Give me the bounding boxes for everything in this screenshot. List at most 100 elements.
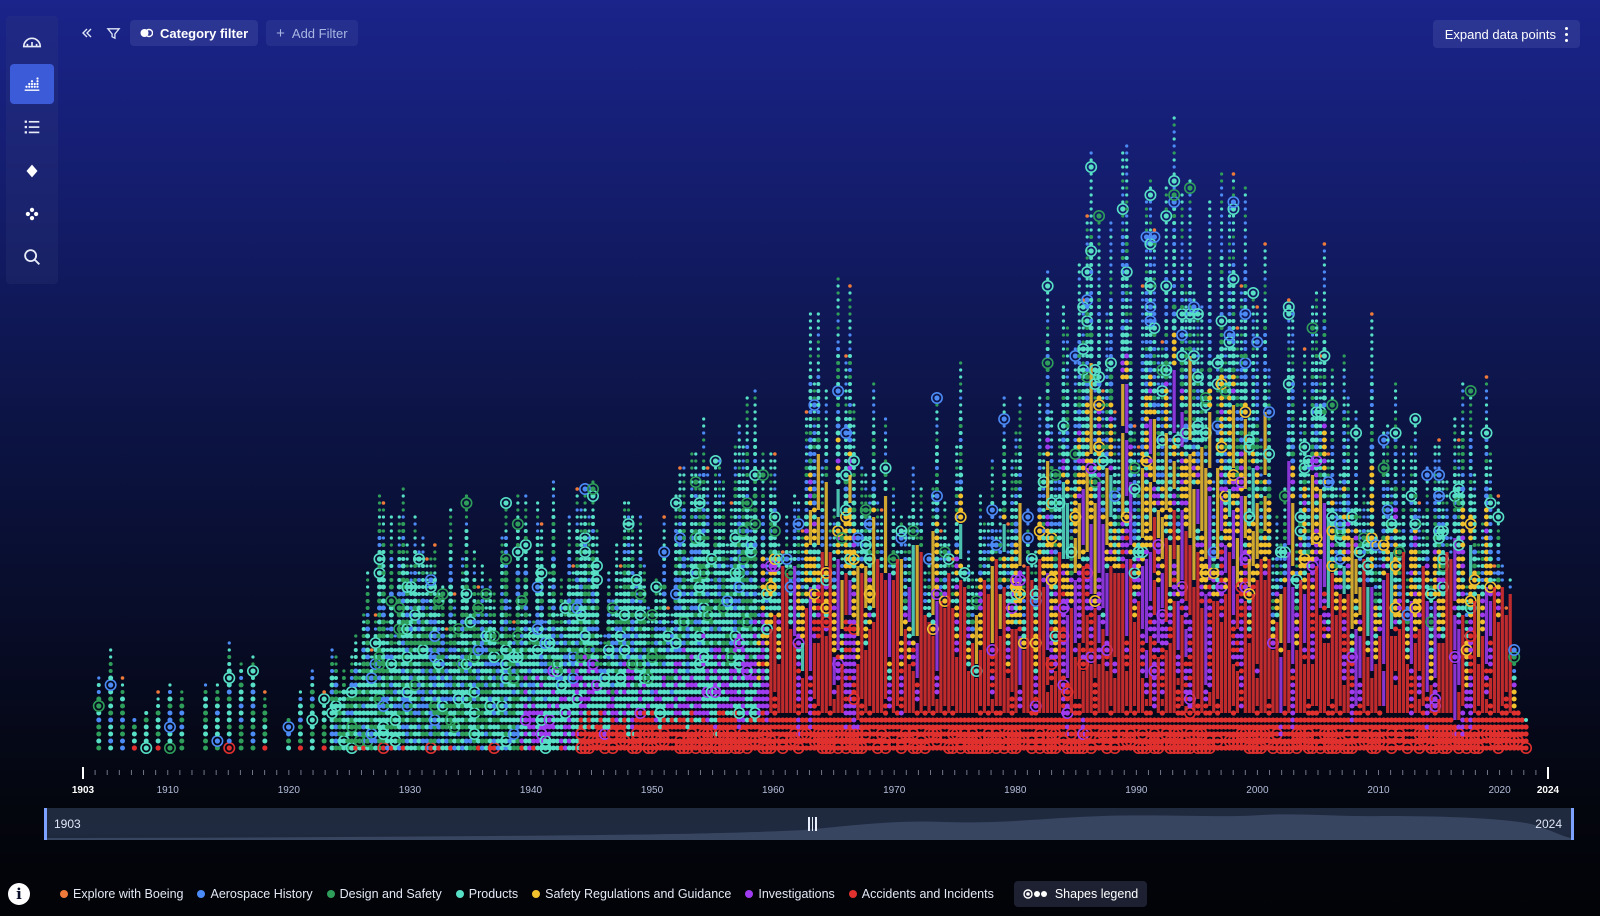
data-point <box>575 543 580 547</box>
data-point <box>389 564 394 568</box>
data-point <box>408 745 414 751</box>
data-point <box>109 655 113 659</box>
data-point <box>376 738 382 744</box>
data-point <box>674 564 679 568</box>
data-point <box>214 717 220 723</box>
data-point <box>429 564 433 568</box>
data-point <box>361 661 367 667</box>
data-point <box>607 585 611 589</box>
data-point <box>934 521 940 527</box>
data-point <box>836 298 840 302</box>
data-point-stack <box>824 636 828 713</box>
data-point <box>341 689 347 695</box>
data-point <box>807 465 813 471</box>
data-point <box>587 571 592 575</box>
data-point <box>844 459 849 463</box>
data-point <box>843 500 849 506</box>
data-point <box>745 417 749 421</box>
data-point <box>523 529 528 533</box>
sidebar-item-timeline[interactable] <box>10 64 54 104</box>
data-point <box>444 648 449 652</box>
data-point <box>353 710 359 716</box>
data-point <box>511 648 516 652</box>
data-point <box>785 543 789 547</box>
data-point <box>563 620 568 624</box>
data-point <box>721 501 726 505</box>
data-point <box>804 487 809 491</box>
data-point <box>504 536 509 540</box>
data-point <box>898 689 904 695</box>
data-point <box>424 592 429 596</box>
category-filter-button[interactable]: Category filter <box>130 20 259 46</box>
data-point <box>745 403 749 407</box>
data-point <box>867 710 873 716</box>
data-point <box>760 508 765 512</box>
collapse-button[interactable] <box>78 22 96 44</box>
data-point <box>476 627 481 631</box>
data-point <box>408 717 414 723</box>
data-point <box>408 738 414 744</box>
data-point <box>109 648 113 652</box>
add-filter-button[interactable]: + Add Filter <box>266 20 358 46</box>
data-point <box>376 584 382 590</box>
data-point <box>654 599 659 603</box>
data-point <box>309 703 315 709</box>
data-point <box>349 682 355 688</box>
sidebar-item-list[interactable] <box>10 107 54 147</box>
data-point <box>867 619 873 625</box>
data-point <box>626 550 631 554</box>
data-point <box>361 634 366 638</box>
data-point <box>239 676 244 680</box>
data-point <box>955 466 959 470</box>
data-point <box>539 591 545 597</box>
cluster-icon <box>25 207 39 221</box>
data-point <box>911 494 915 498</box>
filter-button[interactable] <box>104 22 122 44</box>
data-point <box>167 703 173 709</box>
data-point <box>567 564 572 568</box>
data-point <box>353 668 359 674</box>
data-point <box>396 717 402 723</box>
data-point <box>622 543 627 547</box>
data-point <box>852 410 856 414</box>
data-point <box>815 556 821 562</box>
data-point <box>954 542 960 548</box>
data-point <box>677 515 682 519</box>
data-point <box>563 634 568 638</box>
data-point <box>804 466 809 470</box>
data-point <box>353 655 358 659</box>
data-point <box>831 612 837 618</box>
data-point <box>947 543 951 547</box>
expand-data-points-button[interactable]: Expand data points <box>1432 20 1580 48</box>
data-point <box>500 578 505 582</box>
data-point <box>492 627 497 631</box>
data-point <box>815 549 821 555</box>
data-point <box>496 662 501 666</box>
data-point <box>690 473 694 477</box>
data-point <box>250 689 256 695</box>
data-point <box>693 529 698 533</box>
data-point <box>594 619 600 625</box>
data-point <box>811 535 817 541</box>
data-point <box>238 682 244 688</box>
sidebar-item-shapes[interactable] <box>10 151 54 191</box>
data-point <box>835 661 841 667</box>
data-point-stack <box>903 629 907 713</box>
data-point-stack <box>915 643 919 678</box>
sidebar-item-search[interactable] <box>10 237 54 277</box>
data-point <box>851 689 857 695</box>
data-point <box>381 536 386 540</box>
data-point <box>366 585 370 589</box>
kebab-menu-icon <box>1565 26 1568 42</box>
data-point <box>238 717 244 723</box>
data-point <box>595 550 599 554</box>
data-point <box>582 570 588 576</box>
sidebar-item-overview[interactable] <box>10 22 54 62</box>
sidebar-item-cluster[interactable] <box>10 194 54 234</box>
data-point <box>108 696 114 702</box>
data-point <box>262 745 268 751</box>
data-point <box>931 515 935 519</box>
data-point <box>808 410 813 414</box>
data-point <box>310 683 315 687</box>
data-point <box>452 647 458 653</box>
